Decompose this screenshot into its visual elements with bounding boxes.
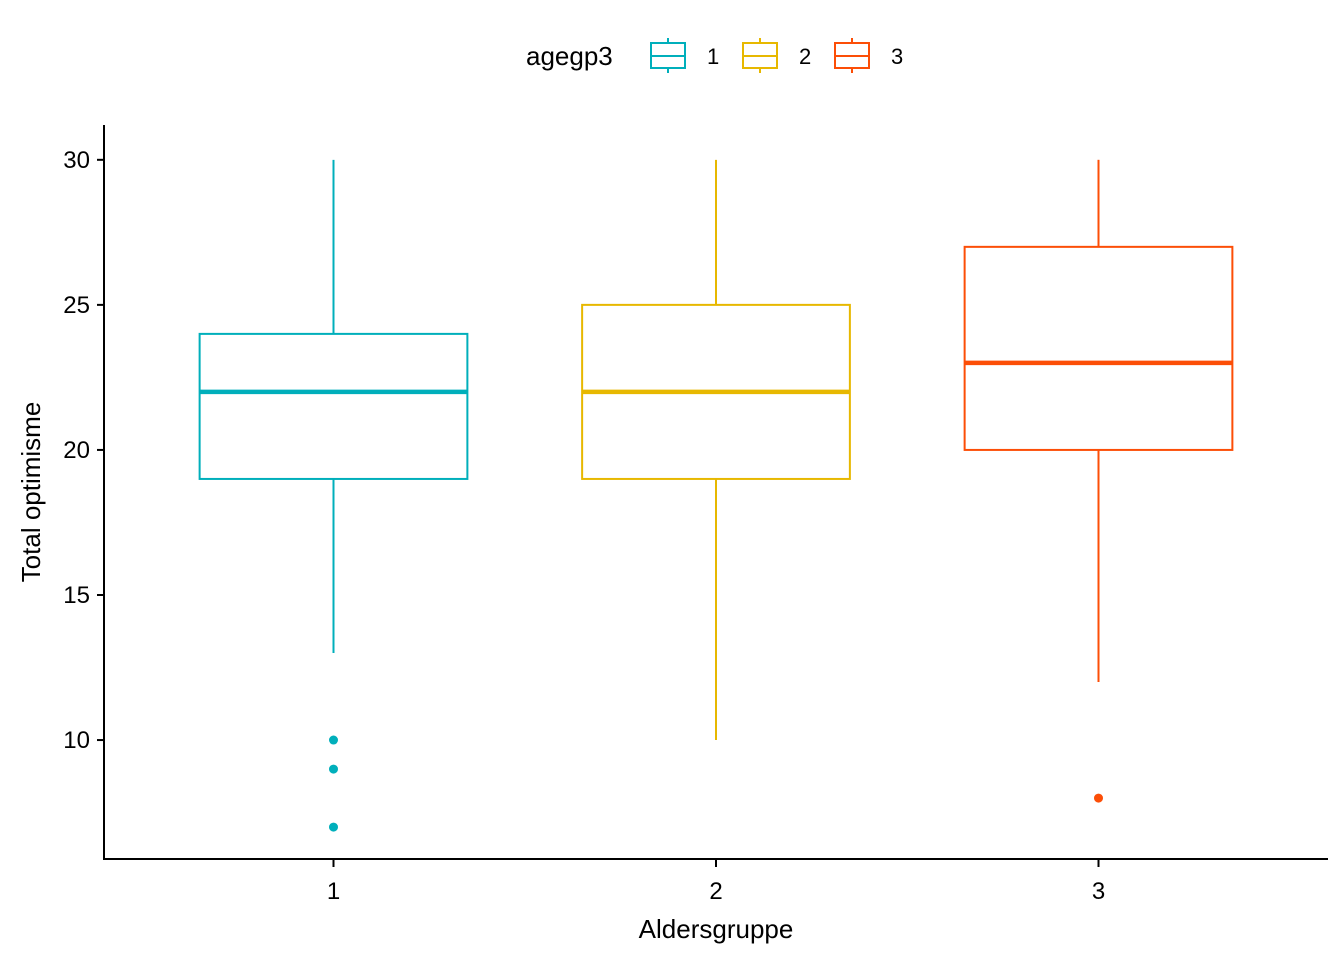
outlier-point xyxy=(329,735,338,745)
legend-label: 3 xyxy=(891,44,903,69)
outlier-point xyxy=(329,822,338,832)
box-group-3 xyxy=(963,159,1234,803)
box xyxy=(198,332,469,480)
legend-title: agegp3 xyxy=(526,41,613,71)
legend: agegp3 1 2 3 xyxy=(526,38,903,73)
y-axis-title: Total optimisme xyxy=(16,402,46,583)
outlier-point xyxy=(329,764,338,774)
x-axis-title: Aldersgruppe xyxy=(639,914,794,944)
box-group-1 xyxy=(198,159,469,832)
axes: 10 15 20 25 30 1 2 3 xyxy=(63,125,1328,905)
box-group-2 xyxy=(581,159,851,741)
legend-label: 2 xyxy=(799,44,811,69)
y-tick-label: 15 xyxy=(63,582,90,609)
legend-key-1: 1 xyxy=(650,38,719,73)
x-tick-label: 2 xyxy=(709,878,722,905)
legend-label: 1 xyxy=(707,44,719,69)
y-tick-label: 30 xyxy=(63,147,90,174)
legend-key-2: 2 xyxy=(742,38,811,73)
box xyxy=(963,245,1234,451)
outlier-point xyxy=(1094,793,1103,803)
x-tick-label: 3 xyxy=(1092,878,1105,905)
y-tick-label: 25 xyxy=(63,292,90,319)
legend-key-3: 3 xyxy=(834,38,903,73)
plot-area xyxy=(198,159,1234,832)
y-tick-label: 20 xyxy=(63,437,90,464)
x-tick-label: 1 xyxy=(327,878,340,905)
y-tick-label: 10 xyxy=(63,727,90,754)
